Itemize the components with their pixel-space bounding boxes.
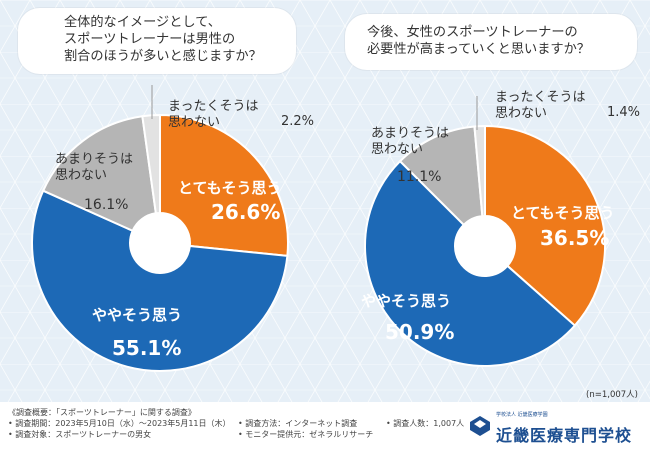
question-2-line-2: 必要性が高まっていくと思いますか？: [367, 42, 590, 57]
footer: 《調査概要：「スポーツトレーナー」に関する調査》 • 調査期間：2023年5月1…: [0, 402, 650, 450]
school-logo-icon: [470, 416, 490, 436]
chart2-slice3-name-line2: 思わない: [371, 142, 424, 157]
survey-monitor: • モニター提供元：ゼネラルリサーチ: [238, 430, 374, 439]
chart2-slice3-value: 11.1%: [397, 169, 441, 185]
survey-period: • 調査期間：2023年5月10日（水）～2023年5月11日（木）: [8, 419, 231, 428]
chart2-slice1-name: とてもそう思う: [511, 204, 615, 222]
chart2-slice1-percent: 36.5%: [540, 226, 610, 250]
chart2-slice4-label: まったくそうは 思わない: [495, 90, 585, 122]
question-1-line-1: 全体的なイメージとして、: [64, 15, 221, 30]
survey-count: • 調査人数：1,007人: [386, 419, 465, 428]
chart1-center-hole: [130, 213, 190, 273]
chart2-slice4-percent: 1.4%: [607, 105, 641, 120]
school-logo-name: 近畿医療専門学校: [496, 426, 633, 445]
question-1-line-3: 割合のほうが多いと感じますか？: [64, 49, 262, 64]
question-2-line-1: 今後、女性のスポーツトレーナーの: [367, 25, 578, 40]
survey-target: • 調査対象：スポーツトレーナーの男女: [8, 430, 152, 439]
chart2-slice2-value: 50.9%: [385, 320, 454, 344]
chart1-slice2-name: ややそう思う: [92, 306, 183, 324]
chart2-slice2-name: ややそう思う: [361, 292, 452, 310]
chart2-slice4-name-line1: まったくそうは: [495, 90, 586, 105]
chart1-slice3-value: 16.1%: [84, 197, 128, 213]
sample-size: (n=1,007人): [586, 390, 638, 400]
chart1-slice3-name-line1: あまりそうは: [55, 152, 134, 167]
chart1-slice2-value: 55.1%: [112, 336, 181, 360]
chart1-slice4-name-line1: まったくそうは: [168, 99, 259, 114]
school-logo: 学校法人 近畿医療学園 近畿医療専門学校: [468, 408, 643, 445]
chart1-slice1-name: とてもそう思う: [178, 179, 282, 197]
chart1-slice1-value: 26.6%: [211, 200, 280, 224]
donut-chart-2-svg: [364, 96, 606, 367]
chart1-slice3-name-line2: 思わない: [55, 168, 108, 183]
chart2-slice2-percent: 50.9%: [385, 320, 455, 344]
question-1-line-2: スポーツトレーナーは男性の: [64, 32, 236, 47]
chart2-slice3-name-line1: あまりそうは: [371, 126, 450, 141]
chart1-slice1-percent: 26.6%: [211, 200, 281, 224]
chart2-center-hole: [455, 216, 515, 276]
chart1-slice4-label: まったくそうは 思わない: [168, 99, 258, 131]
chart2-slice4-name-line2: 思わない: [495, 106, 548, 121]
donut-chart-2: とてもそう思う 36.5% ややそう思う 50.9% あまりそうは 思わない 1…: [325, 0, 650, 400]
donut-chart-1: とてもそう思う 26.6% ややそう思う 55.1% あまりそうは 思わない 1…: [0, 0, 325, 400]
school-logo-sub: 学校法人 近畿医療学園: [496, 412, 548, 418]
chart1-slice1-label: とてもそう思う: [178, 177, 282, 198]
survey-method: • 調査方法：インターネット調査: [238, 419, 358, 428]
chart2-slice3-percent: 11.1%: [397, 169, 442, 185]
chart2-slice4-value: 1.4%: [607, 105, 640, 120]
chart2-slice2-label: ややそう思う: [361, 290, 451, 311]
chart2-slice1-label: とてもそう思う: [511, 202, 615, 223]
chart1-slice3-label: あまりそうは 思わない: [55, 152, 133, 184]
chart2-slice1-value: 36.5%: [540, 226, 609, 250]
chart1-slice4-name-line2: 思わない: [168, 115, 221, 130]
question-bubble-2: 今後、女性のスポーツトレーナーの 必要性が高まっていくと思いますか？: [345, 14, 637, 70]
chart1-slice2-percent: 55.1%: [112, 336, 182, 360]
question-bubble-1: 全体的なイメージとして、 スポーツトレーナーは男性の 割合のほうが多いと感じます…: [18, 8, 296, 74]
chart2-slice3-label: あまりそうは 思わない: [371, 126, 449, 158]
chart1-slice4-value: 2.2%: [281, 114, 314, 129]
survey-title: 《調査概要：「スポーツトレーナー」に関する調査》: [8, 408, 196, 417]
chart1-slice2-label: ややそう思う: [92, 304, 182, 325]
donut-chart-1-svg: [31, 85, 289, 372]
chart1-slice3-percent: 16.1%: [84, 197, 129, 213]
chart1-slice4-percent: 2.2%: [281, 114, 315, 129]
